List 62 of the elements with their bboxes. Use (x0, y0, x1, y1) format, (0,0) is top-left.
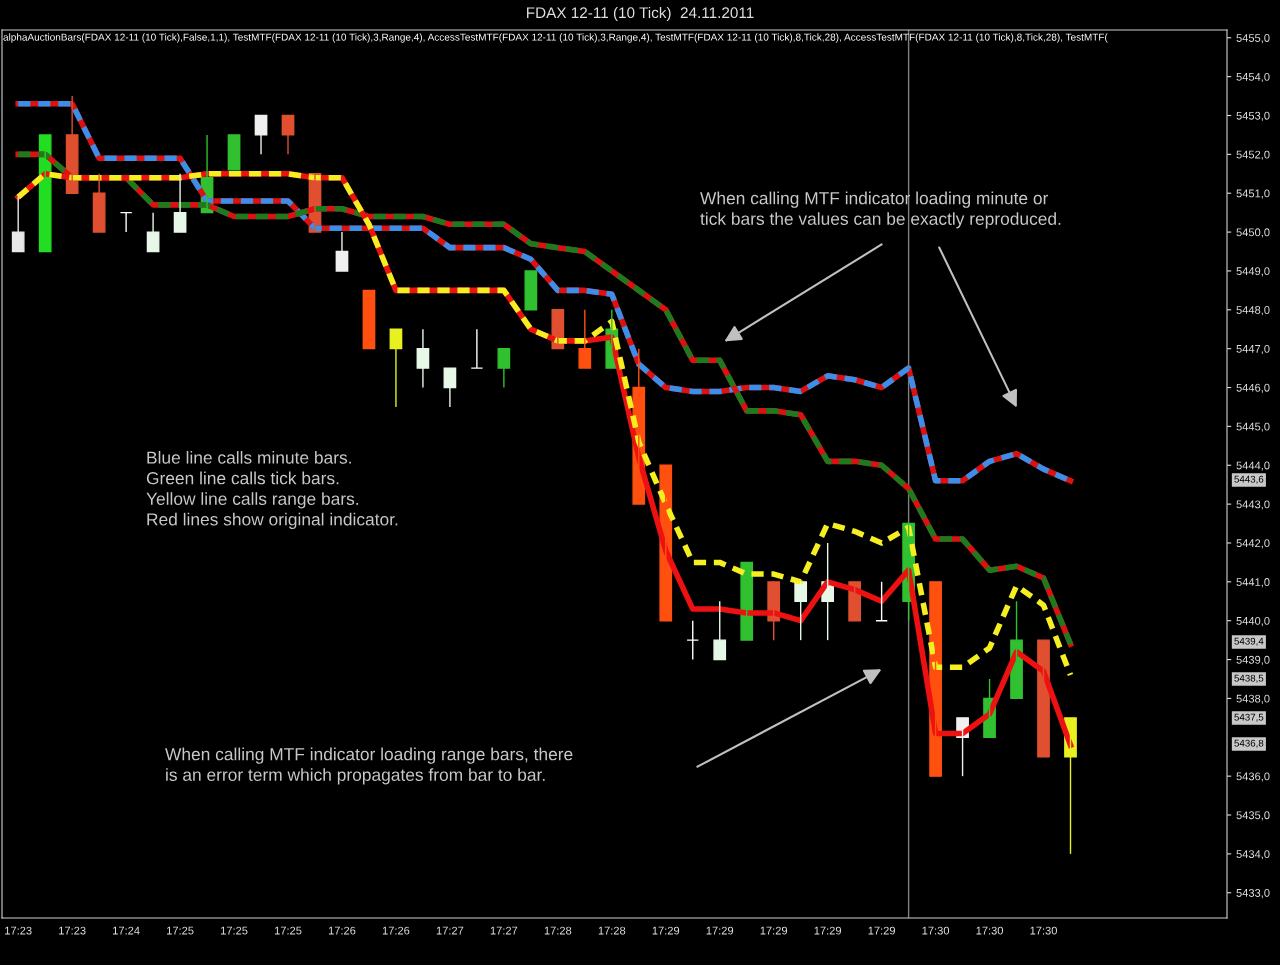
x-tick-label: 17:25 (274, 926, 302, 935)
chart-title: FDAX 12-11 (10 Tick) 24.11.2011 (527, 6, 754, 22)
candlestick (362, 289, 376, 350)
y-tick-label: 5454,0 (1236, 72, 1270, 83)
text: 5438,5 (1234, 674, 1264, 683)
candlestick (38, 134, 52, 253)
x-tick-label: 17:29 (706, 926, 734, 935)
x-tick-label: 17:27 (436, 926, 464, 935)
x-tick-label: 17:26 (382, 926, 410, 935)
x-tick-label: 17:30 (976, 926, 1004, 935)
candlestick (227, 134, 241, 171)
x-tick-label: 17:26 (328, 926, 356, 935)
y-tick-label: 5446,0 (1236, 383, 1270, 393)
x-tick-label: 17:25 (220, 926, 248, 935)
y-tick-label: 5444,0 (1236, 461, 1270, 471)
y-tick-label: 5449,0 (1236, 267, 1270, 277)
candlestick (713, 600, 727, 661)
y-tick-label: 5448,0 (1236, 306, 1270, 316)
y-tick-label: 5438,0 (1236, 694, 1270, 704)
y-tick-label: 5447,0 (1236, 344, 1270, 355)
y-tick-label: 5443,0 (1236, 500, 1270, 510)
candlestick (1037, 639, 1050, 758)
y-tick-label: 5436,0 (1236, 772, 1270, 782)
x-tick-label: 17:30 (922, 926, 950, 935)
x-tick-label: 17:24 (113, 926, 140, 935)
y-tick-label: 5450,0 (1236, 228, 1270, 238)
y-tick-label: 5451,0 (1236, 189, 1270, 199)
annotation: alphaAuctionBars(FDAX 12-11 (10 Tick),False,1,1), TestMTF(FDAX 12-11 (10 Tick),3,Range,4), AccessTestMTF(FDAX 12-11 (10 Tick),3,Range,4), TestMTF(FDAX 12-11 (10 Tick),8,Tick,28), AccessTestMTF(FDAX 12-11 (10 Tick),8,Tick,28), TestMTF( (3, 33, 1108, 43)
text: 5436,8 (1234, 739, 1264, 748)
candlestick (119, 211, 133, 233)
y-tick-label: 5445,0 (1236, 422, 1270, 432)
x-tick-label: 17:29 (652, 926, 680, 935)
annotation: When calling MTF indicator loading range bars, there is an error term which propagates from bar to bar. (165, 747, 573, 785)
y-tick-label: 5441,0 (1236, 578, 1270, 588)
candlestick (740, 561, 754, 641)
x-tick-label: 17:28 (598, 926, 626, 935)
x-tick-label: 17:25 (167, 926, 194, 935)
y-tick-label: 5435,0 (1236, 811, 1270, 821)
x-tick-label: 17:28 (544, 926, 572, 935)
y-tick-label: 5455,0 (1236, 34, 1270, 44)
candlestick (470, 328, 484, 369)
x-tick-label: 17:23 (5, 926, 32, 935)
y-tick-label: 5442,0 (1236, 539, 1270, 549)
text: 5437,5 (1234, 713, 1264, 722)
x-tick-label: 17:29 (868, 926, 895, 935)
candlestick (686, 620, 700, 661)
y-tick-label: 5439,0 (1236, 655, 1270, 666)
x-tick-label: 17:30 (1030, 926, 1057, 935)
y-tick-label: 5452,0 (1236, 150, 1270, 160)
text: 5439,4 (1234, 637, 1264, 646)
annotation: Blue line calls minute bars. Green line calls tick bars. Yellow line calls range bars. Red lines show original indicator. (146, 451, 398, 529)
x-tick-label: 17:23 (59, 926, 86, 935)
y-tick-label: 5440,0 (1236, 616, 1270, 627)
text: 5443,6 (1234, 475, 1264, 484)
y-tick-label: 5433,0 (1236, 889, 1270, 899)
y-tick-label: 5453,0 (1236, 111, 1270, 121)
x-tick-label: 17:29 (760, 926, 788, 935)
candlestick (875, 581, 888, 622)
y-tick-label: 5434,0 (1236, 850, 1270, 860)
candlestick (524, 270, 538, 311)
x-tick-label: 17:27 (490, 926, 518, 935)
x-tick-label: 17:29 (814, 926, 842, 935)
